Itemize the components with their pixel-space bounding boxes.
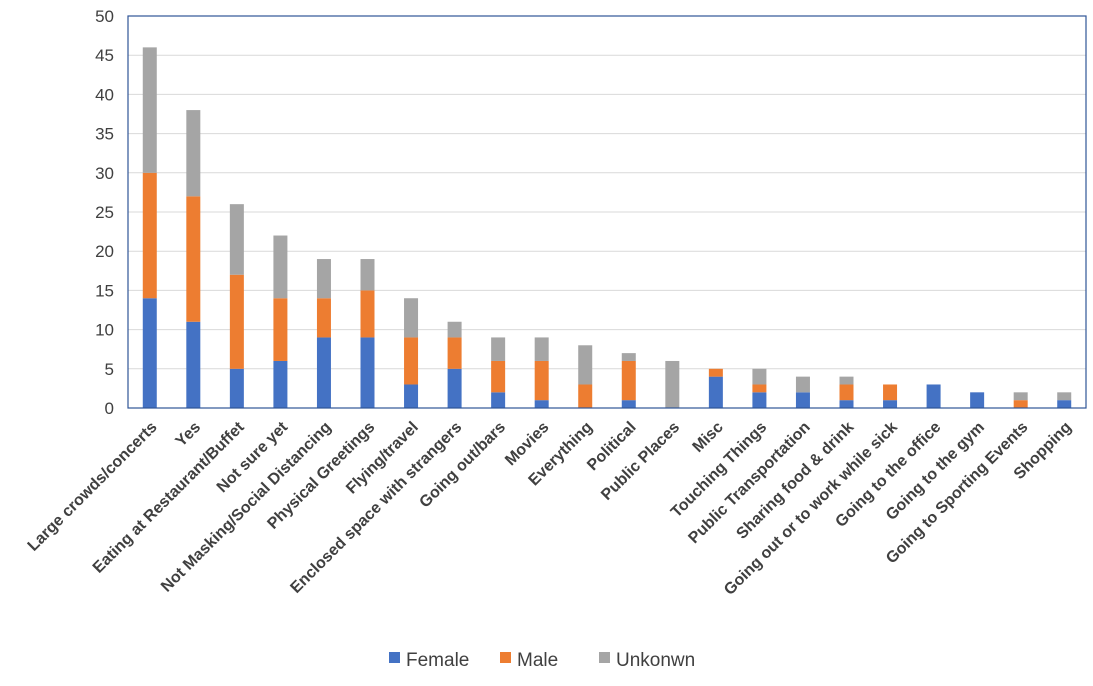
bar-female-yes xyxy=(186,321,201,408)
bar-female-shopping xyxy=(1057,400,1072,408)
x-tick-label: Eating at Restaurant/Buffet xyxy=(90,418,248,576)
bar-female-going-out-bars xyxy=(491,392,506,408)
y-tick-label: 50 xyxy=(95,7,114,26)
legend-label-female: Female xyxy=(406,650,469,671)
bar-female-eating-at-restaurant-buffet xyxy=(229,368,244,408)
bar-unkonwn-enclosed-space-with-strangers xyxy=(447,321,462,338)
bar-male-going-out-bars xyxy=(491,360,506,393)
legend-swatch-female xyxy=(389,652,400,663)
y-axis-ticks: 0 5 10 15 20 25 30 35 40 45 50 xyxy=(95,7,114,418)
bar-male-flying-travel xyxy=(404,337,419,385)
bar-unkonwn-public-transportation xyxy=(795,376,810,393)
bar-unkonwn-going-to-sporting-events xyxy=(1013,392,1028,401)
bar-female-misc xyxy=(708,376,723,408)
bar-female-not-masking-social-distancing xyxy=(316,337,331,408)
bar-unkonwn-touching-things xyxy=(752,368,767,385)
bar-unkonwn-shopping xyxy=(1057,392,1072,401)
bar-unkonwn-public-places xyxy=(665,360,680,408)
bar-female-flying-travel xyxy=(404,384,419,408)
bar-female-enclosed-space-with-strangers xyxy=(447,368,462,408)
bar-male-movies xyxy=(534,360,549,401)
legend: Female Male Unkonwn xyxy=(389,650,695,671)
y-tick-label: 35 xyxy=(95,125,114,144)
x-tick-label: Public Places xyxy=(598,419,683,504)
bar-unkonwn-physical-greetings xyxy=(360,259,375,291)
y-tick-label: 25 xyxy=(95,203,114,222)
legend-label-male: Male xyxy=(517,650,558,671)
bar-female-large-crowds-concerts xyxy=(142,298,157,408)
y-tick-label: 10 xyxy=(95,321,114,340)
bars xyxy=(142,47,1072,408)
bar-male-enclosed-space-with-strangers xyxy=(447,337,462,369)
x-tick-label: Misc xyxy=(690,419,727,456)
bar-female-public-transportation xyxy=(795,392,810,408)
bar-female-movies xyxy=(534,400,549,408)
bar-male-misc xyxy=(708,368,723,377)
bar-male-everything xyxy=(578,384,593,408)
plot-area-border xyxy=(127,15,1087,409)
y-tick-label: 30 xyxy=(95,164,114,183)
legend-label-unkonwn: Unkonwn xyxy=(616,650,695,671)
bar-male-not-sure-yet xyxy=(273,298,288,361)
bar-male-political xyxy=(621,360,636,401)
legend-swatch-male xyxy=(500,652,511,663)
bar-male-not-masking-social-distancing xyxy=(316,298,331,338)
y-tick-label: 15 xyxy=(95,281,114,300)
bar-unkonwn-eating-at-restaurant-buffet xyxy=(229,204,244,275)
bar-male-going-to-sporting-events xyxy=(1013,400,1028,408)
bar-unkonwn-political xyxy=(621,353,636,361)
bar-unkonwn-yes xyxy=(186,110,201,197)
bar-male-eating-at-restaurant-buffet xyxy=(229,274,244,369)
y-tick-label: 0 xyxy=(105,399,114,418)
bar-female-not-sure-yet xyxy=(273,360,288,408)
bar-male-sharing-food-drink xyxy=(839,384,854,401)
bar-unkonwn-large-crowds-concerts xyxy=(142,47,157,173)
gridlines xyxy=(128,54,1086,409)
y-tick-label: 5 xyxy=(105,360,114,379)
y-tick-label: 45 xyxy=(95,46,114,65)
bar-female-political xyxy=(621,400,636,408)
bar-unkonwn-flying-travel xyxy=(404,298,419,338)
bar-unkonwn-movies xyxy=(534,337,549,361)
bar-female-touching-things xyxy=(752,392,767,408)
bar-male-touching-things xyxy=(752,384,767,393)
bar-female-going-to-the-office xyxy=(926,384,941,408)
x-tick-label: Yes xyxy=(173,419,205,451)
bar-female-going-out-or-to-work-while-sick xyxy=(883,400,898,408)
y-tick-label: 20 xyxy=(95,242,114,261)
bar-unkonwn-going-out-bars xyxy=(491,337,506,361)
bar-male-large-crowds-concerts xyxy=(142,172,157,299)
bar-female-sharing-food-drink xyxy=(839,400,854,408)
bar-unkonwn-sharing-food-drink xyxy=(839,376,854,385)
bar-unkonwn-not-sure-yet xyxy=(273,235,288,299)
legend-swatch-unkonwn xyxy=(599,652,610,663)
bar-unkonwn-not-masking-social-distancing xyxy=(316,259,331,299)
bar-male-going-out-or-to-work-while-sick xyxy=(883,384,898,401)
bar-male-physical-greetings xyxy=(360,290,375,338)
bar-female-physical-greetings xyxy=(360,337,375,408)
bar-unkonwn-everything xyxy=(578,345,593,385)
y-tick-label: 40 xyxy=(95,85,114,104)
bar-female-going-to-the-gym xyxy=(970,392,985,408)
bar-male-yes xyxy=(186,196,201,322)
